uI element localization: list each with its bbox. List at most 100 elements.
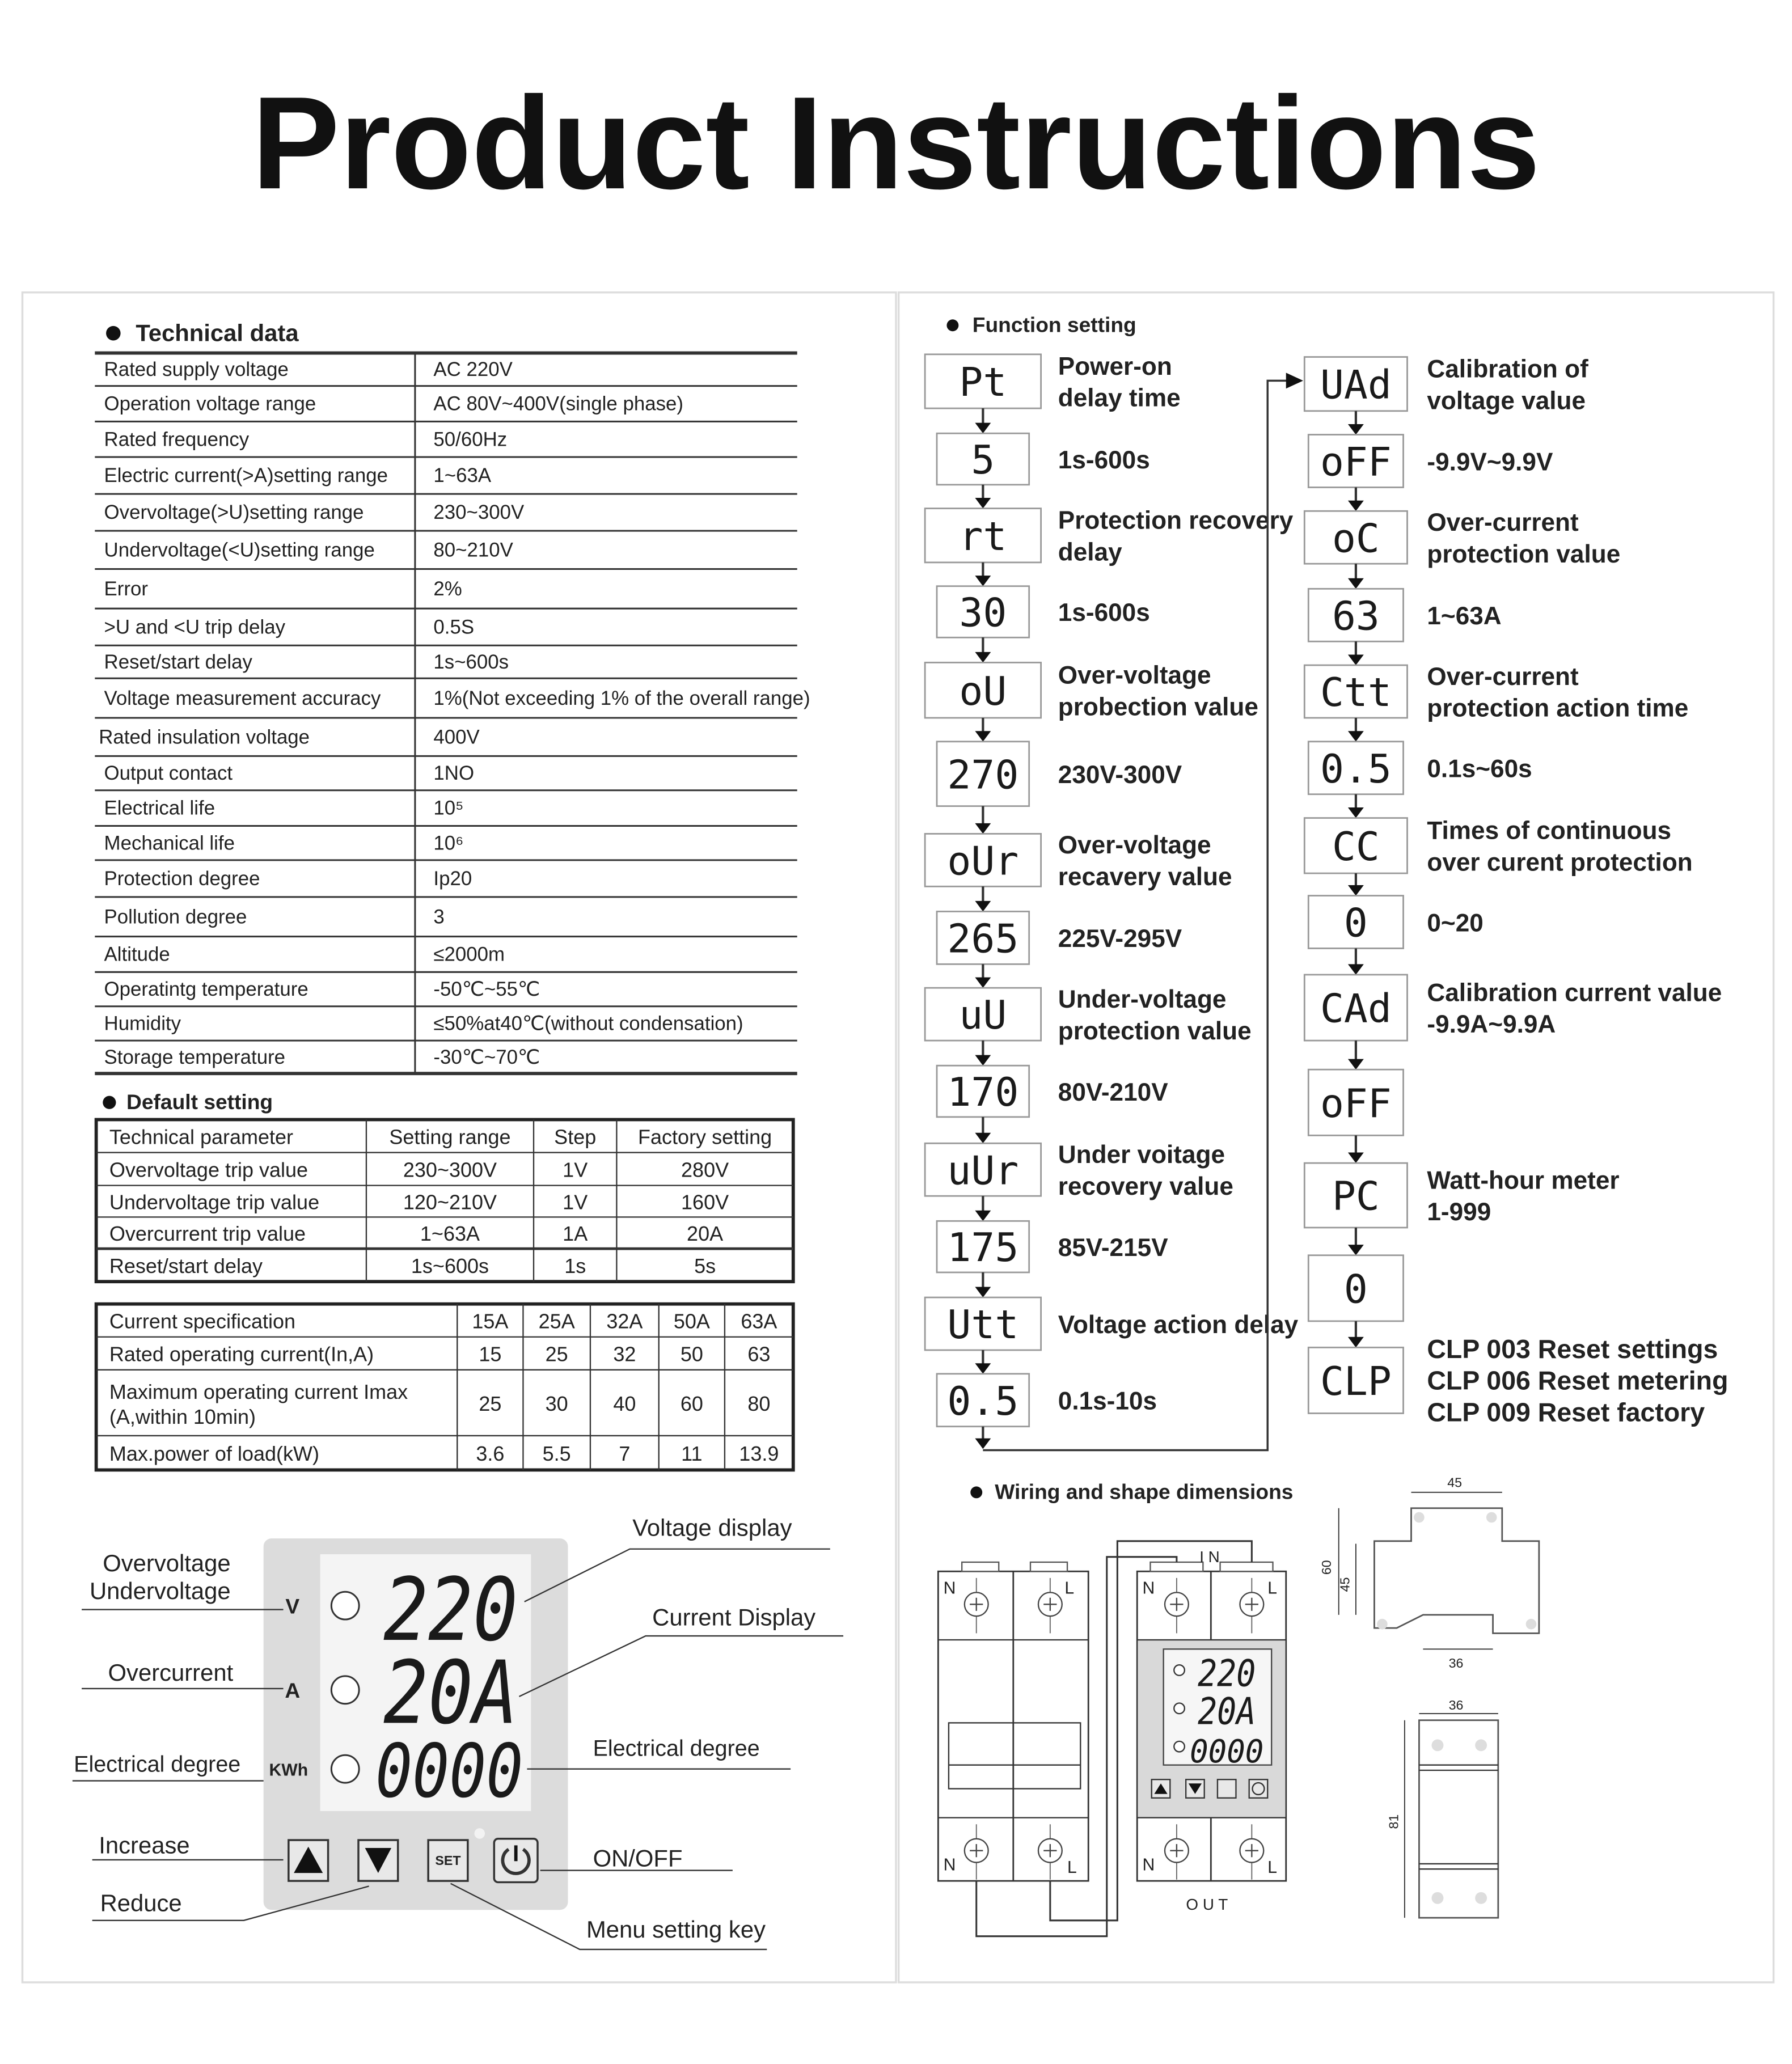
- lcd-code-box: [924, 353, 1042, 409]
- table-cell: 63A: [741, 1310, 777, 1333]
- function-step: 0 0~20: [1307, 895, 1484, 949]
- parameter-value: ≤50%at40℃(without condensation): [433, 1013, 743, 1035]
- screw-icon: [1486, 1512, 1497, 1523]
- table-row: Maximum operating current Imax(A,within …: [109, 1380, 771, 1428]
- parameter-value: -50℃~55℃: [433, 978, 540, 1000]
- parameter-value: 1NO: [433, 762, 474, 784]
- device-callouts: Overvoltage Undervoltage Overcurrent Ele…: [72, 1515, 844, 1951]
- table-cell: Rated operating current(In,A): [109, 1343, 374, 1366]
- function-description: 230V-300V: [1058, 761, 1182, 789]
- function-step: CC Times of continuous over curent protect…: [1303, 817, 1693, 876]
- function-step: 175 85V-215V: [936, 1220, 1168, 1274]
- function-step: Ctt Over-current protection action time: [1303, 663, 1688, 722]
- function-step: 0.5 0.1s~60s: [1307, 741, 1532, 796]
- power-button[interactable]: [493, 1838, 539, 1884]
- function-description: Voltage action delay: [1058, 1311, 1299, 1339]
- function-step: 170 80V-210V: [936, 1064, 1168, 1118]
- screw-icon: [1475, 1739, 1487, 1752]
- parameter-name: Rated supply voltage: [104, 358, 289, 380]
- device-panel: V A KWh 220 20A 0000 SET: [263, 1538, 568, 1910]
- increase-button[interactable]: [288, 1839, 329, 1882]
- terminal-label: L: [1067, 1858, 1077, 1877]
- arrow-down-icon: [975, 823, 991, 834]
- bullet-icon: [106, 325, 121, 341]
- lcd-code: 63: [1332, 593, 1380, 639]
- parameter-name: Error: [104, 578, 149, 600]
- lcd-code-box: [1303, 1162, 1408, 1229]
- table-cell: 32A: [606, 1310, 643, 1333]
- arrow-down-icon: [1347, 885, 1364, 896]
- screw-icon: [1377, 1618, 1388, 1630]
- table-cell: 63: [747, 1343, 770, 1366]
- lcd-code-box: [936, 1220, 1030, 1274]
- table-cell: Overcurrent trip value: [109, 1222, 306, 1245]
- function-description: 80V-210V: [1058, 1078, 1168, 1106]
- lcd-code-box: [1303, 974, 1408, 1042]
- mini-indicator-led: [1173, 1664, 1186, 1676]
- table-cell: 11: [681, 1442, 702, 1465]
- voltage-readout: 220: [383, 1560, 518, 1661]
- triangle-down-button[interactable]: [1185, 1779, 1205, 1799]
- table-cell: 280V: [681, 1158, 729, 1182]
- function-step: uUr Under voitage recovery value: [924, 1141, 1233, 1200]
- function-description: 0~20: [1427, 909, 1483, 937]
- dimension-label: 36: [1449, 1698, 1464, 1712]
- parameter-value: 1s~600s: [433, 651, 509, 673]
- function-description: protection value: [1058, 1017, 1252, 1045]
- dimension-label: 60: [1319, 1560, 1334, 1575]
- set-button[interactable]: [1216, 1779, 1237, 1799]
- arrow-down-icon: [975, 900, 991, 912]
- bullet-icon: [970, 1486, 983, 1499]
- lcd-code: oFF: [1320, 1081, 1392, 1127]
- parameter-name: Humidity: [104, 1013, 181, 1035]
- screw-cross-icon: [1170, 1844, 1184, 1858]
- arrow-down-icon: [975, 1287, 991, 1298]
- table-cell: 1~63A: [420, 1222, 480, 1245]
- table-cell: Technical parameter: [109, 1125, 293, 1148]
- arrow-down-icon: [975, 731, 991, 742]
- table-cell: Max.power of load(kW): [109, 1442, 319, 1465]
- screw-icon: [1431, 1739, 1444, 1752]
- function-setting-flow: Pt Power-on delay time 5 1s-600s rt Protection…: [924, 353, 1728, 1452]
- function-description: -9.9A~9.9A: [1427, 1010, 1556, 1038]
- table-row: Pollution degree 3: [104, 906, 445, 928]
- function-description: probection value: [1058, 693, 1258, 721]
- function-step: 270 230V-300V: [936, 741, 1182, 807]
- energy-readout: 0000: [375, 1728, 523, 1814]
- set-button[interactable]: SET: [427, 1839, 469, 1882]
- mini-readout-voltage: 220: [1198, 1652, 1256, 1695]
- table-row: Operation voltage range AC 80V~400V(singl…: [104, 393, 683, 415]
- decrease-button[interactable]: [357, 1839, 399, 1882]
- table-cell: Undervoltage trip value: [109, 1190, 319, 1213]
- table-cell: 50: [681, 1343, 703, 1366]
- indicator-a-label: A: [285, 1678, 300, 1702]
- lcd-code: 0.5: [1320, 746, 1392, 792]
- mini-indicator-led: [1173, 1702, 1186, 1715]
- indicator-kwh-label: KWh: [269, 1761, 308, 1779]
- function-description: protection value: [1427, 540, 1620, 568]
- table-row: Undervoltage trip value 120~210V 1V 160V: [109, 1190, 729, 1213]
- function-step: UAd Calibration of voltage value: [1303, 356, 1588, 415]
- power-icon: [501, 1845, 531, 1875]
- terminal-cap: [1219, 1561, 1274, 1572]
- table-cell: 80: [747, 1392, 770, 1415]
- mini-readout-energy: 0000: [1190, 1733, 1263, 1770]
- technical-data-table: Rated supply voltage AC 220V Operation vol…: [95, 351, 810, 1076]
- table-cell: 20A: [687, 1222, 723, 1245]
- lcd-code-box: [936, 911, 1030, 965]
- parameter-name: Altitude: [104, 944, 170, 966]
- table-row: Output contact 1NO: [104, 762, 475, 784]
- screw-icon: [1525, 1618, 1537, 1630]
- function-description: Watt-hour meter: [1427, 1166, 1619, 1194]
- voltage-indicator-led: [330, 1591, 360, 1621]
- lcd-code: oU: [959, 669, 1007, 714]
- lcd-code: 0: [1344, 1266, 1368, 1312]
- lcd-code: oC: [1332, 515, 1380, 561]
- table-row: Rated operating current(In,A) 15 25 32 50 63: [109, 1343, 771, 1366]
- table-cell: 30: [546, 1392, 568, 1415]
- table-row: Overcurrent trip value 1~63A 1A 20A: [109, 1222, 723, 1245]
- lcd-code: 265: [947, 916, 1018, 962]
